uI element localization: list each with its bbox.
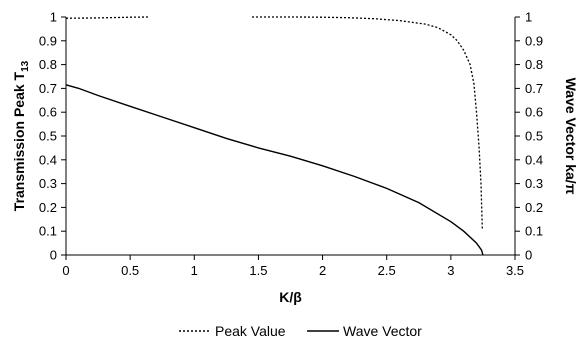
- right-y-tick-label: 0.4: [525, 152, 543, 167]
- x-tick-label: 1: [191, 263, 198, 278]
- left-y-tick-label: 0.9: [39, 33, 57, 48]
- x-tick-label: 2: [319, 263, 326, 278]
- legend-label-wave-vector: Wave Vector: [343, 323, 422, 339]
- right-y-tick-label: 0.8: [525, 57, 543, 72]
- right-y-tick-label: 0.7: [525, 81, 543, 96]
- left-y-tick-label: 0.8: [39, 57, 57, 72]
- x-tick-label: 2.5: [378, 263, 396, 278]
- left-y-tick-label: 0.2: [39, 200, 57, 215]
- peak-value-line: [252, 16, 483, 229]
- left-y-tick-label: 0.3: [39, 176, 57, 191]
- left-y-tick-label: 0.1: [39, 224, 57, 239]
- left-y-tick-label: 0.5: [39, 129, 57, 144]
- tick-labels: 0 0.5 1 1.5 2 2.5 3 3.500.10.20.30.40.50.60.70.…: [39, 10, 543, 279]
- right-y-tick-label: 0.1: [525, 224, 543, 239]
- right-y-tick-label: 1: [525, 10, 532, 25]
- x-tick-label: 3: [447, 263, 454, 278]
- axes: [61, 16, 520, 260]
- wave-vector-line: [65, 84, 484, 256]
- legend-label-peak-value: Peak Value: [215, 323, 286, 339]
- right-y-tick-label: 0.6: [525, 105, 543, 120]
- right-y-tick-label: 0.2: [525, 200, 543, 215]
- x-tick-label: 3.5: [506, 263, 524, 278]
- x-tick-label: 0.5: [121, 263, 139, 278]
- peak-value-line: [65, 16, 150, 19]
- left-y-tick-label: 1: [50, 10, 57, 25]
- series-group: [65, 16, 484, 256]
- x-tick-label: 1.5: [249, 263, 267, 278]
- right-y-axis-title: Wave Vector ka/π: [563, 78, 579, 195]
- x-axis-title: K/β: [279, 289, 302, 305]
- left-y-tick-label: 0.6: [39, 105, 57, 120]
- left-y-tick-label: 0.4: [39, 152, 57, 167]
- left-y-tick-label: 0.7: [39, 81, 57, 96]
- left-y-axis-title: Transmission Peak T13: [11, 60, 31, 211]
- x-tick-label: 0: [62, 263, 69, 278]
- right-y-tick-label: 0: [525, 248, 532, 263]
- right-y-tick-label: 0.5: [525, 129, 543, 144]
- left-y-tick-label: 0: [50, 248, 57, 263]
- legend: Peak Value Wave Vector: [179, 323, 422, 339]
- right-y-tick-label: 0.3: [525, 176, 543, 191]
- right-y-tick-label: 0.9: [525, 33, 543, 48]
